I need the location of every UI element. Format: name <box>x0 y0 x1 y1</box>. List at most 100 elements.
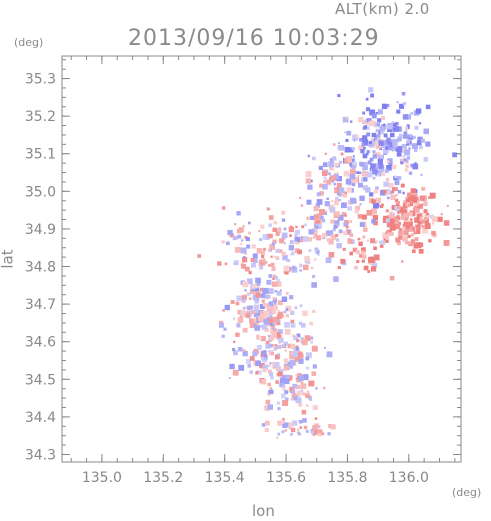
data-point <box>305 171 312 178</box>
data-point <box>253 308 259 314</box>
data-point <box>254 299 259 304</box>
data-point <box>334 220 340 226</box>
data-point <box>262 367 267 373</box>
data-point <box>396 101 399 104</box>
data-point <box>294 248 300 253</box>
data-point <box>404 159 409 164</box>
data-point <box>290 310 295 316</box>
data-point <box>264 405 270 411</box>
data-point <box>281 210 286 215</box>
data-point <box>310 340 313 344</box>
data-point <box>371 168 378 175</box>
data-point <box>235 332 240 337</box>
data-point <box>387 196 390 200</box>
data-point <box>416 229 421 234</box>
data-point <box>330 219 335 224</box>
data-point <box>424 213 430 219</box>
data-point <box>386 188 391 193</box>
data-point <box>268 215 274 220</box>
data-point <box>354 265 358 270</box>
data-point <box>269 323 273 326</box>
data-point <box>255 285 259 289</box>
data-point <box>276 353 281 357</box>
data-point <box>357 214 363 219</box>
data-point <box>281 368 285 372</box>
data-point <box>381 103 388 109</box>
data-point <box>336 193 340 196</box>
data-point <box>270 324 276 329</box>
data-point <box>414 200 420 206</box>
data-point <box>407 126 410 130</box>
y-tick-label: 35.0 <box>25 184 56 200</box>
data-point <box>316 192 321 197</box>
data-point <box>289 234 292 237</box>
data-point <box>242 307 246 310</box>
y-tick-label: 34.9 <box>25 222 56 238</box>
data-point <box>405 240 409 245</box>
data-point <box>281 430 285 434</box>
data-point <box>365 97 369 101</box>
data-point <box>372 214 379 221</box>
data-point <box>259 238 263 242</box>
x-tick-label: 135.0 <box>82 470 122 486</box>
data-point <box>385 146 389 150</box>
data-point <box>414 148 418 152</box>
data-point <box>255 360 261 367</box>
data-point <box>362 139 369 146</box>
data-point <box>279 383 283 387</box>
data-point <box>292 351 299 357</box>
data-point <box>259 362 265 369</box>
data-point <box>273 220 278 225</box>
data-point <box>368 142 373 147</box>
data-point <box>379 126 385 132</box>
data-point <box>377 109 383 115</box>
data-point <box>297 249 302 255</box>
data-point <box>374 140 380 146</box>
data-point <box>385 231 389 235</box>
data-point <box>347 150 350 153</box>
data-point <box>260 335 266 342</box>
data-point <box>267 248 271 252</box>
data-point <box>288 427 291 430</box>
data-point <box>272 344 275 347</box>
data-point <box>304 223 307 227</box>
data-point <box>413 243 419 249</box>
data-point <box>241 239 244 242</box>
data-point <box>233 350 238 356</box>
data-point <box>398 103 405 109</box>
data-point <box>240 247 247 254</box>
data-point <box>375 197 382 203</box>
data-point <box>403 230 409 236</box>
data-point <box>238 227 244 233</box>
data-point <box>342 247 346 251</box>
data-point <box>266 307 271 312</box>
data-point <box>255 277 261 284</box>
data-point <box>371 208 377 215</box>
data-point <box>315 249 320 254</box>
data-point <box>300 204 304 207</box>
data-point <box>423 128 430 135</box>
data-point <box>410 111 414 116</box>
data-point <box>301 236 305 240</box>
data-point <box>405 114 412 120</box>
data-point <box>349 251 353 256</box>
data-point <box>405 134 411 140</box>
data-point <box>312 364 317 369</box>
data-point <box>299 238 303 243</box>
data-point <box>328 172 331 176</box>
data-point <box>341 202 347 209</box>
data-point <box>268 233 273 239</box>
data-point <box>271 242 275 246</box>
data-point <box>262 287 269 294</box>
data-point <box>391 164 397 170</box>
data-point <box>312 309 316 313</box>
data-point <box>367 160 372 165</box>
data-point <box>267 404 274 410</box>
data-point <box>241 295 247 301</box>
data-point <box>362 135 368 141</box>
data-point <box>343 170 350 177</box>
data-point <box>399 133 403 137</box>
data-point <box>421 186 426 191</box>
data-point <box>365 162 368 165</box>
data-point <box>389 211 393 215</box>
